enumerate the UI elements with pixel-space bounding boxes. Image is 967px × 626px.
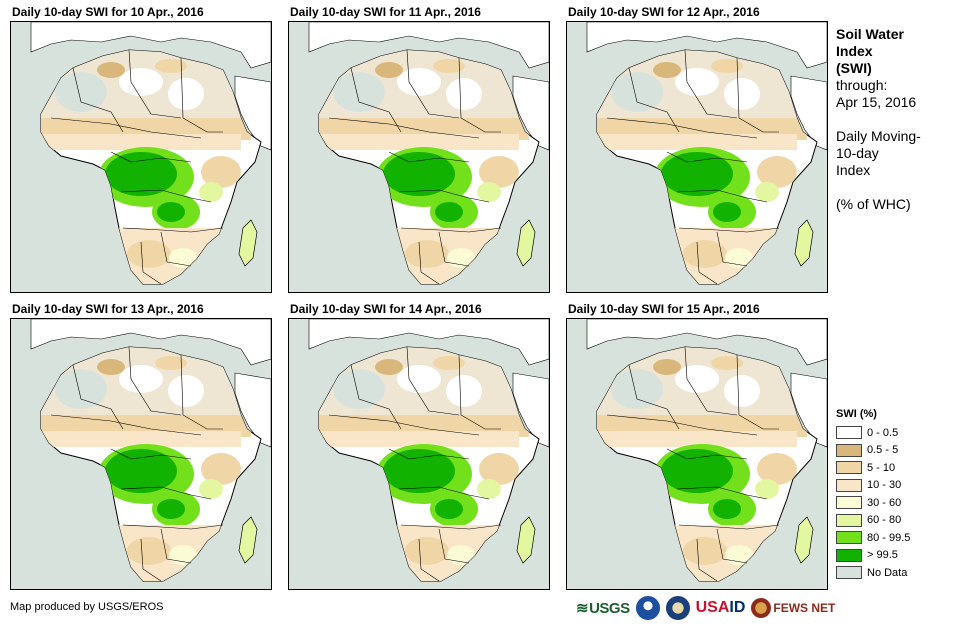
desc-line: Daily Moving- — [836, 128, 921, 144]
legend-item: 80 - 99.5 — [836, 529, 910, 547]
doi-seal-icon — [665, 596, 690, 620]
desc-line: Index — [836, 162, 871, 178]
swi-map — [10, 21, 272, 293]
legend-swatch — [836, 513, 862, 527]
legend-item: 60 - 80 — [836, 512, 910, 530]
map-panel-apr-12: Daily 10-day SWI for 12 Apr., 2016 — [566, 5, 828, 293]
usgs-logo: ≋USGS — [576, 600, 630, 617]
legend-label: 5 - 10 — [867, 461, 896, 474]
agency-logos: ≋USGS USAID FEWS NET — [576, 596, 835, 620]
legend-label: 0.5 - 5 — [867, 444, 899, 457]
legend-item: 30 - 60 — [836, 494, 910, 512]
legend-swatch — [836, 496, 862, 510]
title-line: Index — [836, 43, 873, 59]
map-panel-apr-11: Daily 10-day SWI for 11 Apr., 2016 — [288, 5, 550, 293]
swi-map — [10, 318, 272, 590]
legend-swatch — [836, 478, 862, 492]
legend-item: > 99.5 — [836, 547, 910, 565]
units-label: (% of WHC) — [836, 196, 911, 212]
swi-map — [566, 21, 828, 293]
panel-title: Daily 10-day SWI for 12 Apr., 2016 — [568, 5, 760, 19]
globe-icon — [751, 598, 772, 618]
legend-swatch — [836, 461, 862, 475]
fews-net-logo: FEWS NET — [751, 598, 835, 618]
panel-title: Daily 10-day SWI for 10 Apr., 2016 — [12, 5, 204, 19]
legend-label: 60 - 80 — [867, 514, 902, 527]
legend-item: 5 - 10 — [836, 459, 910, 477]
legend-label: 80 - 99.5 — [867, 531, 911, 544]
panel-title: Daily 10-day SWI for 11 Apr., 2016 — [290, 5, 481, 19]
legend-item: No Data — [836, 564, 910, 582]
title-line: (SWI) — [836, 60, 872, 76]
map-panel-apr-15: Daily 10-day SWI for 15 Apr., 2016 — [566, 302, 828, 590]
legend-item: 10 - 30 — [836, 477, 910, 495]
legend-label: 30 - 60 — [867, 496, 902, 509]
swi-map — [288, 318, 550, 590]
legend-swatch — [836, 566, 862, 580]
credit-text: Map produced by USGS/EROS — [10, 601, 164, 613]
map-panel-apr-14: Daily 10-day SWI for 14 Apr., 2016 — [288, 302, 550, 590]
through-date: Apr 15, 2016 — [836, 94, 917, 110]
swi-map — [566, 318, 828, 590]
map-description: Soil Water Index (SWI) through: Apr 15, … — [836, 26, 921, 213]
legend: SWI (%) 0 - 0.5 0.5 - 5 5 - 10 10 - 30 30 - … — [836, 408, 910, 582]
legend-title: SWI (%) — [836, 408, 877, 420]
legend-label: No Data — [867, 566, 908, 579]
panel-title: Daily 10-day SWI for 15 Apr., 2016 — [568, 302, 760, 316]
legend-item: 0.5 - 5 — [836, 442, 910, 460]
panel-title: Daily 10-day SWI for 13 Apr., 2016 — [12, 302, 204, 316]
legend-label: 0 - 0.5 — [867, 426, 899, 439]
through-label: through: — [836, 77, 888, 93]
legend-label: 10 - 30 — [867, 479, 902, 492]
legend-swatch — [836, 426, 862, 440]
usaid-logo: USAID — [695, 599, 746, 616]
panel-title: Daily 10-day SWI for 14 Apr., 2016 — [290, 302, 482, 316]
noaa-logo-icon — [635, 596, 660, 620]
legend-label: > 99.5 — [867, 549, 898, 562]
map-panel-apr-10: Daily 10-day SWI for 10 Apr., 2016 — [10, 5, 272, 293]
title-line: Soil Water — [836, 26, 904, 42]
legend-item: 0 - 0.5 — [836, 424, 910, 442]
legend-swatch — [836, 531, 862, 545]
swi-map — [288, 21, 550, 293]
desc-line: 10-day — [836, 145, 879, 161]
legend-swatch — [836, 443, 862, 457]
legend-swatch — [836, 548, 862, 562]
map-panel-apr-13: Daily 10-day SWI for 13 Apr., 2016 — [10, 302, 272, 590]
